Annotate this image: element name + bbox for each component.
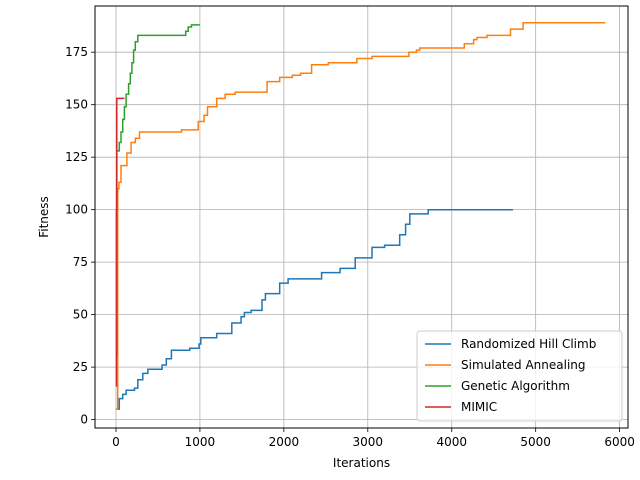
- series-line-simulated-annealing: [116, 22, 606, 410]
- y-tick-label-2: 50: [73, 308, 88, 322]
- legend-box: [416, 330, 623, 422]
- y-tick-label-3: 75: [73, 255, 88, 269]
- series-line-randomized-hill-climb: [116, 208, 513, 410]
- x-tick-label-2: 2000: [269, 435, 300, 449]
- series-line-mimic: [115, 97, 125, 387]
- x-tick-label-3: 3000: [353, 435, 384, 449]
- x-tick-label-0: 0: [112, 435, 120, 449]
- y-axis-label: Fitness: [37, 196, 51, 238]
- series-line-genetic-algorithm: [116, 24, 200, 358]
- y-tick-label-5: 125: [65, 150, 88, 164]
- y-tick-label-1: 25: [73, 360, 88, 374]
- x-tick-label-1: 1000: [185, 435, 216, 449]
- grid-lines: [95, 6, 628, 428]
- legend: Randomized Hill Climb Simulated Annealing…: [416, 330, 623, 422]
- x-tick-label-5: 5000: [520, 435, 551, 449]
- x-tick-label-4: 4000: [436, 435, 467, 449]
- plot-frame: [94, 5, 629, 429]
- y-tick-label-0: 0: [80, 413, 88, 427]
- y-tick-label-6: 150: [65, 98, 88, 112]
- y-tick-label-4: 100: [65, 203, 88, 217]
- series-lines: [115, 22, 606, 410]
- axis-ticks: 0 1000 2000 3000 4000 5000 6000 0 25 50 75 100 125 15…: [65, 45, 635, 449]
- legend-label-mimic: MIMIC: [461, 400, 497, 414]
- x-tick-label-6: 6000: [604, 435, 635, 449]
- x-axis-label: Iterations: [333, 456, 390, 470]
- legend-label-randomized-hill-climb: Randomized Hill Climb: [461, 337, 596, 351]
- legend-label-genetic-algorithm: Genetic Algorithm: [461, 379, 570, 393]
- y-tick-label-7: 175: [65, 45, 88, 59]
- legend-label-simulated-annealing: Simulated Annealing: [461, 358, 586, 372]
